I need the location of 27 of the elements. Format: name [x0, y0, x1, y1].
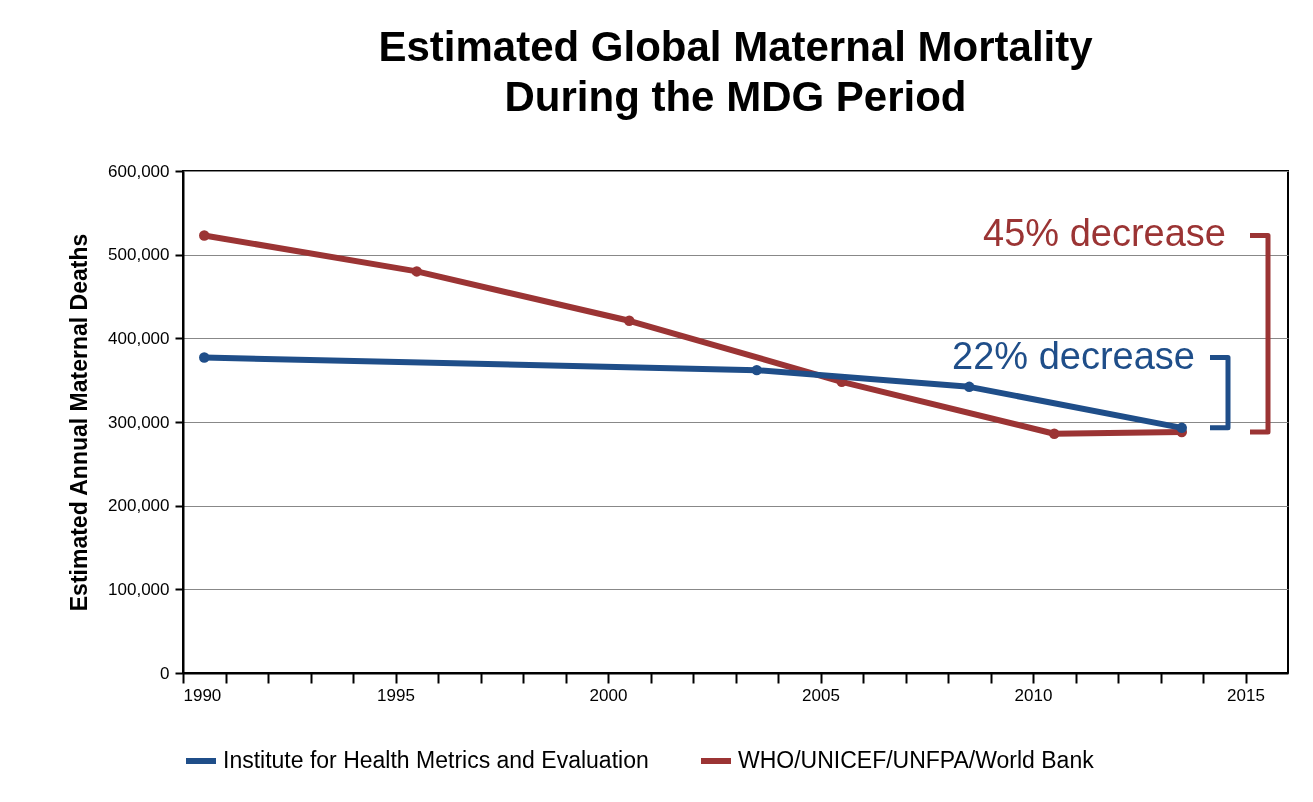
y-tick-label: 300,000	[108, 412, 170, 432]
annotation: 22% decrease	[952, 334, 1195, 377]
legend-label: Institute for Health Metrics and Evaluation	[223, 747, 649, 773]
y-tick-label: 400,000	[108, 328, 170, 348]
point	[199, 352, 210, 363]
y-tick-label: 0	[160, 663, 170, 683]
x-tick-label: 2015	[1227, 685, 1265, 705]
point	[199, 230, 210, 241]
chart-title: Estimated Global Maternal Mortality During the MDG Period	[378, 23, 1094, 120]
x-tick-label: 2005	[802, 685, 840, 705]
x-tick-label: 2000	[589, 685, 628, 705]
y-tick-label: 100,000	[108, 579, 170, 599]
annotation: 45% decrease	[983, 212, 1226, 255]
point	[1176, 422, 1187, 434]
y-tick-label: 200,000	[108, 496, 170, 516]
y-tick-label: 600,000	[108, 161, 170, 181]
point	[964, 381, 975, 393]
x-tick-label: 1995	[377, 685, 415, 705]
point	[751, 364, 762, 376]
point	[1049, 428, 1060, 439]
y-tick-label: 500,000	[108, 245, 170, 265]
legend-label: WHO/UNICEF/UNFPA/World Bank	[738, 747, 1095, 773]
point	[411, 266, 422, 277]
x-tick-label: 2010	[1014, 685, 1053, 705]
point	[624, 315, 635, 326]
x-tick-label: 1990	[183, 685, 222, 705]
y-axis-title: Estimated Annual Maternal Deaths	[66, 233, 93, 612]
